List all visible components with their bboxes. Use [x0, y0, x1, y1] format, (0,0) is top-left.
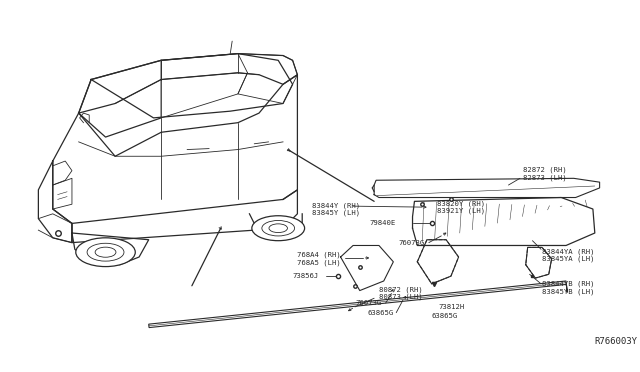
Ellipse shape	[269, 224, 287, 232]
Text: 76073G: 76073G	[398, 240, 424, 246]
Ellipse shape	[262, 221, 294, 236]
Ellipse shape	[95, 247, 116, 257]
Text: 79840E: 79840E	[369, 221, 396, 227]
Text: 768A4 (RH)
768A5 (LH): 768A4 (RH) 768A5 (LH)	[298, 252, 341, 266]
Text: 80872 (RH)
80873 (LH): 80872 (RH) 80873 (LH)	[379, 286, 422, 301]
Text: 83820Y (RH)
83921Y (LH): 83820Y (RH) 83921Y (LH)	[436, 200, 484, 214]
Text: 76073G: 76073G	[355, 300, 381, 306]
Text: R766003Y: R766003Y	[595, 337, 638, 346]
Ellipse shape	[87, 243, 124, 261]
Text: 63865G: 63865G	[367, 310, 394, 315]
Ellipse shape	[76, 238, 135, 267]
Text: 63865G: 63865G	[432, 314, 458, 320]
Text: 82872 (RH)
82873 (LH): 82872 (RH) 82873 (LH)	[523, 167, 566, 180]
Polygon shape	[148, 281, 567, 328]
Text: 73856J: 73856J	[292, 273, 319, 279]
Text: 73812H: 73812H	[438, 304, 465, 310]
Ellipse shape	[252, 216, 305, 241]
Text: 83844YB (RH)
83845YB (LH): 83844YB (RH) 83845YB (LH)	[542, 281, 595, 295]
Text: 83844YA (RH)
83845YA (LH): 83844YA (RH) 83845YA (LH)	[542, 248, 595, 262]
Text: 83844Y (RH)
83845Y (LH): 83844Y (RH) 83845Y (LH)	[312, 202, 360, 216]
